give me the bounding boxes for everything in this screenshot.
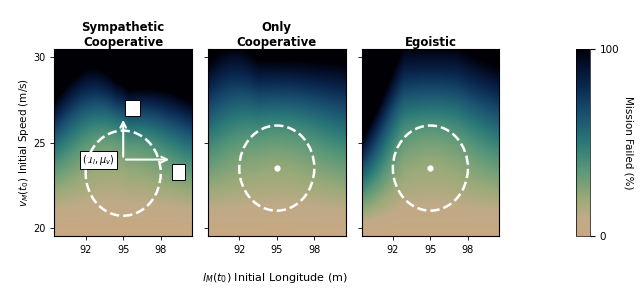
Text: $\delta_l$: $\delta_l$ (173, 165, 184, 179)
Text: $(\mu_l, \mu_v)$: $(\mu_l, \mu_v)$ (82, 153, 115, 166)
Title: Egoistic: Egoistic (404, 36, 456, 49)
Y-axis label: $v_M(t_0)$ Initial Speed (m/s): $v_M(t_0)$ Initial Speed (m/s) (17, 78, 31, 207)
Y-axis label: Mission Failed (%): Mission Failed (%) (623, 96, 634, 189)
Text: $l_M(t_0)$ Initial Longitude (m): $l_M(t_0)$ Initial Longitude (m) (202, 271, 348, 285)
Title: Sympathetic
Cooperative: Sympathetic Cooperative (81, 21, 165, 49)
Title: Only
Cooperative: Only Cooperative (237, 21, 317, 49)
Text: $\delta_v$: $\delta_v$ (125, 102, 139, 115)
